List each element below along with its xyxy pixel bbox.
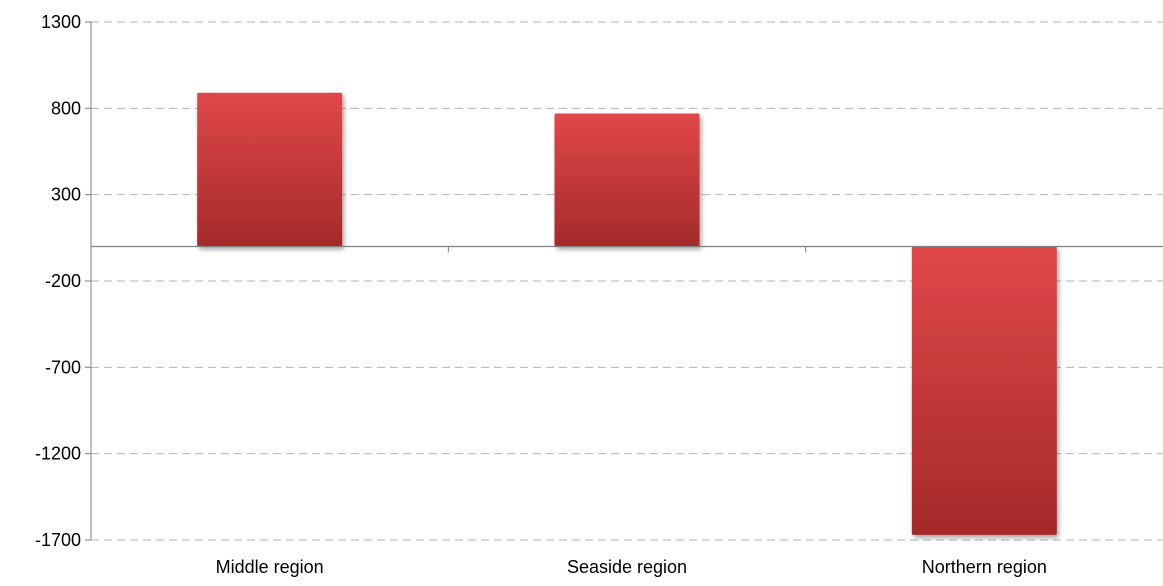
y-tick-label: -1200 — [35, 444, 81, 464]
x-category-label: Northern region — [922, 557, 1047, 577]
x-category-label: Middle region — [216, 557, 324, 577]
y-tick-label: -200 — [45, 271, 81, 291]
bars — [91, 93, 1163, 535]
x-category-label: Seaside region — [567, 557, 687, 577]
bar — [912, 246, 1057, 534]
y-tick-label: 300 — [51, 185, 81, 205]
bar — [555, 114, 700, 247]
y-tick-label: 800 — [51, 98, 81, 118]
y-tick-label: -1700 — [35, 530, 81, 550]
y-tick-label: -700 — [45, 357, 81, 377]
y-tick-label: 1300 — [41, 12, 81, 32]
axis-labels: 1300 800 300 -200 -700 -1200 -1700 Middle regio… — [35, 12, 1047, 577]
bar — [197, 93, 342, 247]
axes — [85, 22, 91, 540]
